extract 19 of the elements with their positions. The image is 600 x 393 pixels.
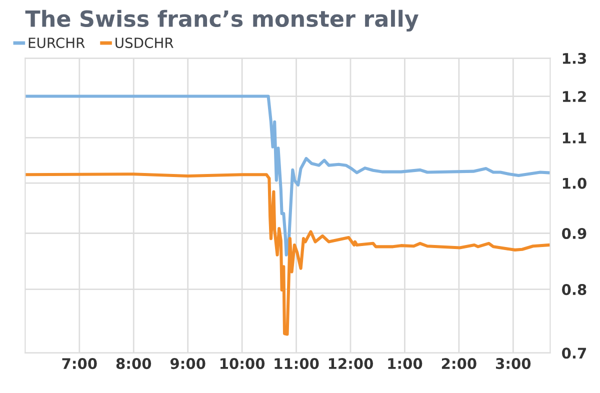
y-tick-label: 0.9 [562, 228, 586, 239]
y-tick-label: 1.2 [562, 90, 586, 102]
legend-label: USDCHR [116, 38, 174, 48]
x-tick-label: 12:00 [328, 358, 374, 370]
chart-title: The Swiss franc’s monster rally [25, 10, 418, 32]
x-tick-label: 9:00 [170, 358, 206, 370]
y-tick-label: 0.8 [562, 284, 586, 296]
x-tick-label: 1:00 [388, 358, 422, 370]
legend-label: EURCHR [28, 38, 85, 48]
y-tick-label: 1.0 [562, 178, 586, 189]
x-tick-label: 10:00 [220, 358, 265, 370]
x-tick-label: 7:00 [62, 358, 97, 370]
x-tick-label: 11:00 [274, 358, 319, 370]
x-tick-label: 2:00 [442, 358, 476, 370]
y-tick-label: 0.7 [562, 348, 586, 359]
y-tick-label: 1.3 [562, 52, 586, 64]
x-tick-label: 3:00 [496, 358, 531, 370]
y-tick-label: 1.1 [562, 132, 586, 144]
x-tick-label: 8:00 [116, 358, 152, 370]
